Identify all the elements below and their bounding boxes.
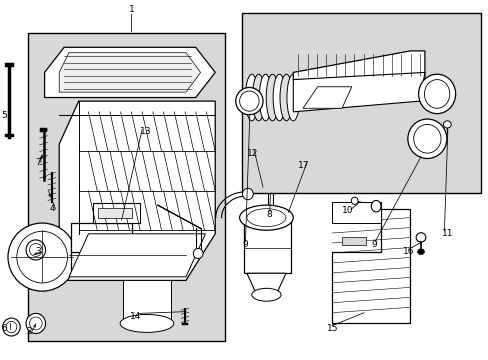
Polygon shape bbox=[59, 101, 215, 280]
Text: 8: 8 bbox=[266, 210, 272, 219]
Polygon shape bbox=[331, 209, 409, 323]
Text: 1: 1 bbox=[128, 5, 134, 14]
Text: 9: 9 bbox=[370, 240, 376, 249]
Ellipse shape bbox=[415, 233, 425, 242]
Ellipse shape bbox=[252, 74, 264, 121]
Bar bbox=[98, 208, 132, 219]
Ellipse shape bbox=[2, 318, 20, 336]
Polygon shape bbox=[122, 280, 171, 323]
Text: 5: 5 bbox=[1, 111, 7, 120]
Bar bbox=[93, 203, 140, 223]
Polygon shape bbox=[71, 241, 132, 271]
Bar bbox=[182, 323, 188, 325]
Bar bbox=[4, 63, 14, 67]
Ellipse shape bbox=[193, 248, 203, 258]
Ellipse shape bbox=[259, 74, 271, 121]
Ellipse shape bbox=[120, 315, 173, 332]
Ellipse shape bbox=[26, 314, 45, 333]
Ellipse shape bbox=[273, 74, 285, 121]
Text: 13: 13 bbox=[140, 127, 151, 136]
Polygon shape bbox=[303, 87, 351, 108]
Text: 11: 11 bbox=[441, 229, 452, 238]
Polygon shape bbox=[293, 72, 424, 112]
Polygon shape bbox=[71, 223, 132, 252]
Ellipse shape bbox=[239, 205, 293, 230]
Ellipse shape bbox=[280, 74, 292, 121]
Text: 9: 9 bbox=[242, 240, 247, 249]
Polygon shape bbox=[243, 218, 290, 273]
Text: 16: 16 bbox=[402, 247, 414, 256]
Ellipse shape bbox=[418, 74, 455, 114]
Ellipse shape bbox=[245, 74, 258, 121]
Bar bbox=[40, 128, 47, 132]
Text: 6: 6 bbox=[1, 324, 7, 333]
Text: 17: 17 bbox=[298, 161, 309, 170]
Bar bbox=[27, 33, 224, 341]
Text: 12: 12 bbox=[246, 149, 258, 158]
Text: 4: 4 bbox=[49, 204, 55, 213]
Ellipse shape bbox=[8, 223, 76, 291]
Text: 2: 2 bbox=[26, 327, 32, 336]
Polygon shape bbox=[246, 273, 285, 295]
Ellipse shape bbox=[286, 74, 299, 121]
Text: 7: 7 bbox=[35, 158, 41, 167]
Ellipse shape bbox=[251, 288, 281, 301]
Text: 15: 15 bbox=[327, 324, 338, 333]
Polygon shape bbox=[331, 202, 380, 223]
Ellipse shape bbox=[407, 119, 446, 158]
Text: 3: 3 bbox=[35, 247, 41, 256]
Ellipse shape bbox=[443, 121, 450, 128]
Ellipse shape bbox=[235, 87, 263, 115]
Ellipse shape bbox=[417, 249, 424, 255]
Bar bbox=[341, 237, 366, 244]
Ellipse shape bbox=[26, 240, 45, 260]
Ellipse shape bbox=[350, 197, 357, 204]
Ellipse shape bbox=[242, 188, 253, 200]
Polygon shape bbox=[59, 53, 200, 92]
Text: 14: 14 bbox=[130, 312, 141, 321]
Bar bbox=[242, 13, 480, 193]
Bar bbox=[4, 134, 14, 137]
Text: 10: 10 bbox=[341, 206, 353, 215]
Polygon shape bbox=[293, 51, 424, 80]
Polygon shape bbox=[69, 234, 205, 277]
Ellipse shape bbox=[370, 201, 380, 212]
Ellipse shape bbox=[265, 74, 278, 121]
Polygon shape bbox=[44, 47, 215, 98]
